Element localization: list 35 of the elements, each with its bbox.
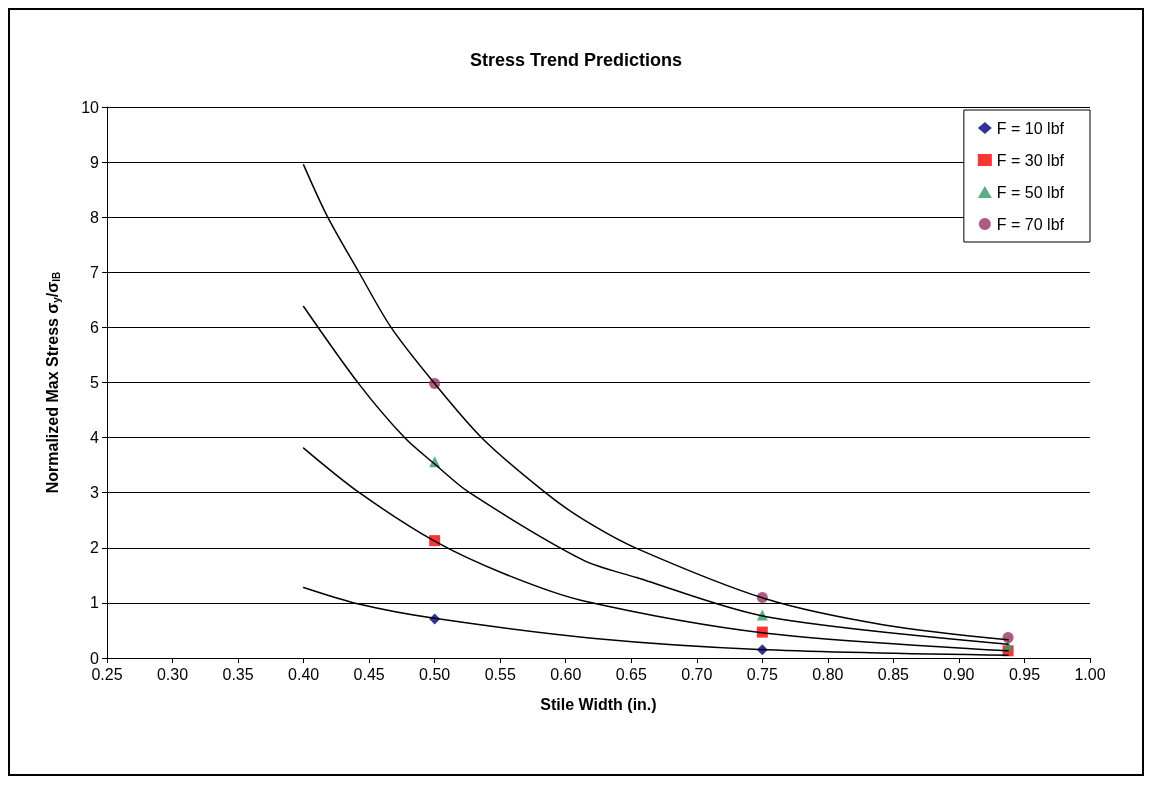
y-tick-label: 4 (90, 429, 100, 447)
y-tick-label: 6 (90, 318, 100, 336)
y-tick-label: 10 (81, 98, 100, 116)
x-tick-label: 0.80 (812, 665, 844, 683)
x-tick-label: 0.55 (484, 665, 516, 683)
legend-label: F = 50 lbf (996, 183, 1065, 201)
x-tick-label: 0.30 (156, 665, 189, 683)
x-tick-label: 0.25 (91, 665, 123, 683)
y-tick-label: 3 (90, 484, 100, 502)
x-tick-label: 0.70 (681, 665, 713, 683)
y-tick-label: 0 (90, 649, 100, 667)
chart-title: Stress Trend Predictions (469, 50, 683, 70)
x-tick-label: 0.95 (1008, 665, 1041, 683)
y-tick-label: 5 (90, 374, 100, 391)
x-tick-label: 0.50 (419, 665, 451, 683)
x-tick-label: 0.35 (222, 665, 254, 683)
point (1002, 632, 1014, 644)
y-tick-label: 7 (90, 263, 100, 281)
y-tick-label: 8 (90, 208, 100, 226)
x-tick-label: 0.85 (877, 665, 910, 683)
x-tick-label: 0.60 (550, 665, 582, 683)
legend-label: F = 10 lbf (996, 119, 1065, 137)
x-tick-label: 0.45 (353, 665, 385, 683)
x-tick-label: 1.00 (1074, 665, 1106, 683)
legend-label: F = 30 lbf (996, 151, 1065, 169)
y-tick-label: 9 (90, 153, 100, 171)
y-tick-label: 2 (90, 539, 100, 557)
x-tick-label: 0.75 (746, 665, 779, 683)
x-axis-title: Stile Width (in.) (540, 695, 657, 713)
x-tick-label: 0.90 (943, 665, 975, 683)
x-tick-label: 0.40 (288, 665, 320, 683)
legend-label: F = 70 lbf (996, 215, 1065, 233)
y-tick-label: 1 (90, 594, 100, 612)
x-tick-label: 0.65 (615, 665, 647, 683)
y-axis-title: Normalized Max Stress σy/σIB (43, 271, 62, 494)
